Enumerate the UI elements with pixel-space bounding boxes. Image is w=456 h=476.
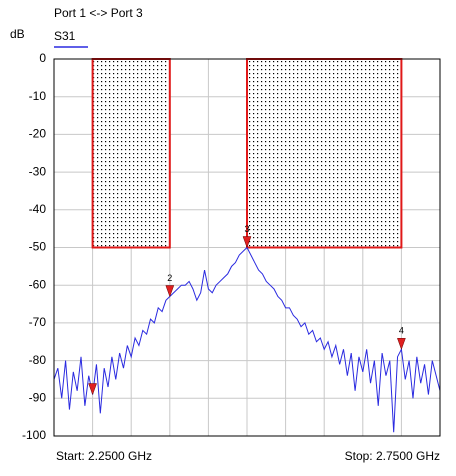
- plot-border: [53, 58, 441, 437]
- y-tick-label: -30: [29, 164, 47, 178]
- marker: [242, 236, 252, 249]
- marker-label: 3: [244, 224, 249, 234]
- y-tick-label: -40: [29, 202, 47, 216]
- legend-entry: S31: [54, 29, 76, 43]
- y-tick-label: -100: [22, 428, 46, 442]
- y-tick-label: -70: [29, 315, 47, 329]
- chart-title: Port 1 <-> Port 3: [54, 6, 143, 20]
- y-tick-label: -80: [29, 353, 47, 367]
- marker-label: 2: [167, 273, 172, 283]
- y-tick-label: -20: [29, 127, 47, 141]
- y-tick-label: -60: [29, 277, 47, 291]
- limit-mask: [91, 58, 171, 249]
- marker: [165, 285, 175, 298]
- y-tick-label: 0: [39, 51, 46, 65]
- marker-label: 4: [399, 326, 404, 336]
- start-label: Start: 2.2500 GHz: [56, 449, 152, 463]
- y-tick-label: -50: [29, 240, 47, 254]
- y-tick-label: -90: [29, 390, 47, 404]
- limit-mask: [246, 58, 403, 249]
- y-axis-label: dB: [10, 27, 25, 41]
- marker: [88, 383, 97, 396]
- y-tick-label: -10: [29, 89, 47, 103]
- marker: [397, 338, 406, 351]
- stop-label: Stop: 2.7500 GHz: [345, 449, 440, 463]
